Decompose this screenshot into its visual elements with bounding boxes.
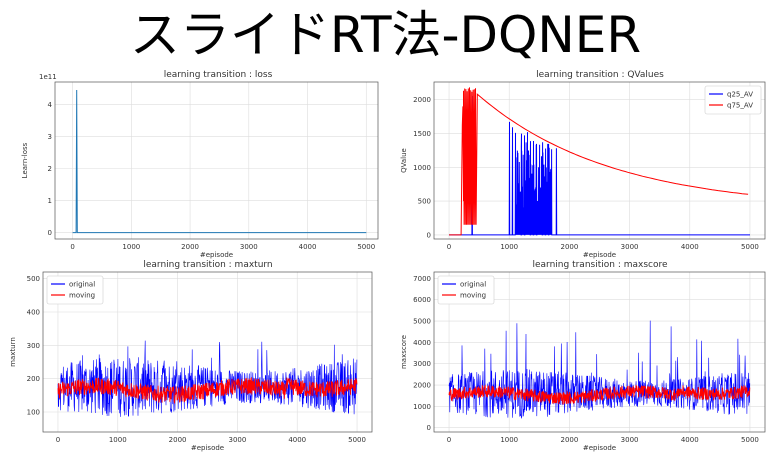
x-tick-label: 0 — [56, 436, 60, 444]
x-tick-label: 2000 — [181, 243, 199, 251]
chart-title: learning transition : maxturn — [143, 260, 272, 270]
x-tick-label: 2000 — [560, 243, 578, 251]
x-tick-label: 4000 — [288, 436, 306, 444]
x-tick-label: 3000 — [240, 243, 258, 251]
legend-label: moving — [69, 292, 95, 300]
plot-area — [449, 87, 750, 236]
y-tick-label: 7000 — [413, 275, 431, 283]
x-tick-label: 3000 — [621, 436, 639, 444]
plot-area — [448, 320, 751, 419]
plot-frame — [433, 271, 766, 433]
y-tick-label: 3 — [48, 133, 52, 141]
x-tick-label: 2000 — [169, 436, 187, 444]
series-line — [57, 377, 358, 405]
maxturn-chart: learning transition : maxturn 0 1000 2000 30… — [9, 260, 373, 452]
plot-frame — [42, 271, 373, 433]
x-tick-label: 0 — [447, 243, 451, 251]
y-tick-label: 200 — [27, 375, 40, 383]
y-tick-label: 0 — [427, 424, 431, 432]
x-tick-label: 5000 — [741, 436, 759, 444]
legend-label: moving — [460, 292, 486, 300]
legend-label: q25_AV — [727, 91, 753, 99]
chart-title: learning transition : QValues — [536, 70, 664, 80]
x-tick-label: 0 — [70, 243, 74, 251]
plot-frame — [433, 81, 766, 240]
legend-label: q75_AV — [727, 102, 753, 110]
y-tick-label: 2000 — [413, 382, 431, 390]
legend-label: original — [460, 281, 486, 289]
y-tick-label: 5000 — [413, 318, 431, 326]
y-tick-label: 300 — [27, 342, 40, 350]
loss-chart: learning transition : loss 0 1000 2000 3000 4… — [21, 70, 379, 259]
x-axis-label: #episode — [583, 251, 616, 259]
x-tick-label: 5000 — [348, 436, 366, 444]
series-line — [449, 95, 750, 236]
series-line — [448, 384, 751, 405]
legend: q25_AV q75_AV — [704, 85, 762, 115]
x-tick-label: 1000 — [122, 243, 140, 251]
x-tick-label: 4000 — [681, 436, 699, 444]
y-scale-label: 1e11 — [39, 73, 57, 81]
x-tick-label: 0 — [447, 436, 451, 444]
x-tick-label: 3000 — [621, 243, 639, 251]
y-tick-label: 100 — [27, 409, 40, 417]
y-tick-label: 4000 — [413, 339, 431, 347]
series-line — [449, 87, 749, 236]
page-title: スライドRT法-DQNER — [129, 6, 642, 64]
plot-area — [57, 340, 358, 418]
y-tick-label: 4 — [48, 101, 53, 109]
x-tick-label: 5000 — [741, 243, 759, 251]
y-tick-label: 500 — [418, 198, 431, 206]
legend: original moving — [437, 275, 495, 305]
y-tick-label: 0 — [427, 231, 431, 239]
chart-title: learning transition : maxscore — [533, 260, 668, 270]
series-line — [72, 89, 367, 234]
qvalues-chart: learning transition : QValues 0 1000 2000 30… — [400, 70, 766, 259]
y-tick-label: 0 — [48, 229, 52, 237]
y-tick-label: 2 — [48, 165, 52, 173]
y-tick-label: 1500 — [413, 130, 431, 138]
x-tick-label: 4000 — [299, 243, 317, 251]
y-axis-label: Learn-loss — [21, 142, 29, 178]
legend-box — [437, 275, 495, 305]
series-line — [57, 340, 358, 418]
x-axis-label: #episode — [191, 444, 224, 452]
series-line — [448, 320, 751, 419]
y-tick-label: 1000 — [413, 403, 431, 411]
x-tick-label: 1000 — [109, 436, 127, 444]
x-tick-label: 5000 — [357, 243, 375, 251]
y-tick-label: 1 — [48, 197, 52, 205]
x-tick-label: 3000 — [228, 436, 246, 444]
y-tick-label: 2000 — [413, 96, 431, 104]
x-tick-label: 1000 — [500, 436, 518, 444]
y-tick-label: 1000 — [413, 164, 431, 172]
legend-box — [46, 275, 104, 305]
y-axis-label: maxscore — [400, 335, 408, 369]
y-tick-label: 6000 — [413, 296, 431, 304]
maxscore-chart: learning transition : maxscore 0 1000 2000 3… — [400, 260, 766, 452]
legend: original moving — [46, 275, 104, 305]
legend-box — [704, 85, 762, 115]
legend-label: original — [69, 281, 95, 289]
y-axis-label: QValue — [400, 148, 408, 173]
x-axis-label: #episode — [200, 251, 233, 259]
x-tick-label: 2000 — [560, 436, 578, 444]
y-tick-label: 500 — [27, 275, 40, 283]
x-tick-label: 4000 — [681, 243, 699, 251]
plot-frame — [54, 81, 379, 240]
y-axis-label: maxturn — [9, 337, 17, 367]
y-tick-label: 400 — [27, 309, 40, 317]
chart-title: learning transition : loss — [164, 70, 273, 80]
y-tick-label: 3000 — [413, 360, 431, 368]
x-axis-label: #episode — [583, 444, 616, 452]
x-tick-label: 1000 — [500, 243, 518, 251]
plot-area — [72, 89, 367, 234]
